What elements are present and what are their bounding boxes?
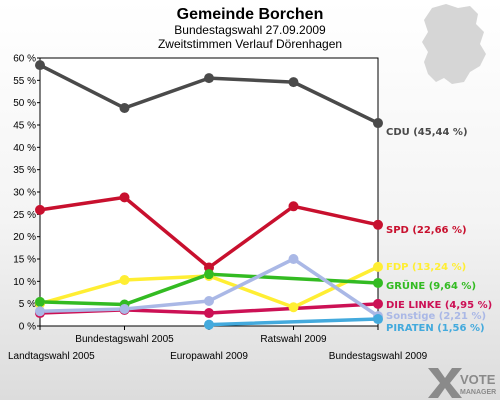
x-axis: Landtagswahl 2005 Bundestagswahl 2005 Euro…	[8, 326, 428, 362]
vote-manager-logo: VOTE MANAGER	[428, 368, 496, 398]
y-tick-label: 50 %	[13, 98, 36, 109]
data-point-sonstige	[35, 306, 45, 317]
x-tick-label: Landtagswahl 2005	[8, 351, 95, 362]
series-label-gr-ne: GRÜNE (9,64 %)	[386, 278, 476, 292]
data-point-fdp	[373, 261, 383, 272]
y-tick-label: 35 %	[13, 165, 36, 176]
data-point-die-linke	[204, 308, 214, 319]
logo-line2: MANAGER	[460, 389, 496, 396]
data-point-cdu	[119, 103, 130, 114]
data-point-cdu	[288, 77, 299, 88]
data-point-gr-ne	[373, 277, 383, 288]
x-tick-label: Bundestagswahl 2009	[329, 351, 428, 362]
data-point-sonstige	[288, 254, 299, 264]
germany-map-icon	[422, 4, 486, 84]
series-line-gr-ne	[38, 272, 380, 307]
subtitle-description: Zweitstimmen Verlauf Dörenhagen	[158, 37, 342, 51]
series-label-sonstige: Sonstige (2,21 %)	[386, 311, 486, 322]
data-point-spd	[119, 192, 130, 203]
y-axis: 0 % 5 % 10 % 15 % 20 % 25 % 30 % 35 % 40 % 45 % 50…	[13, 54, 40, 333]
series-labels: CDU (45,44 %) SPD (22,66 %) FDP (13,24 %) G…	[386, 127, 492, 334]
data-point-gr-ne	[204, 269, 214, 280]
data-point-sonstige	[204, 295, 214, 306]
data-point-cdu	[35, 60, 45, 71]
page-title: Gemeinde Borchen	[177, 6, 324, 23]
y-tick-label: 55 %	[13, 76, 36, 87]
data-point-spd	[373, 219, 383, 230]
y-tick-label: 0 %	[19, 322, 36, 333]
y-tick-label: 45 %	[13, 121, 36, 132]
data-point-cdu	[204, 73, 214, 84]
series-label-cdu: CDU (45,44 %)	[386, 127, 468, 138]
subtitle-election: Bundestagswahl 27.09.2009	[174, 23, 326, 37]
data-point-die-linke	[373, 298, 383, 309]
x-tick-label: Ratswahl 2009	[260, 334, 327, 345]
y-tick-label: 10 %	[13, 277, 36, 288]
y-tick-label: 20 %	[13, 232, 36, 243]
x-tick-label: Europawahl 2009	[170, 351, 248, 362]
y-tick-label: 40 %	[13, 143, 36, 154]
y-tick-label: 5 %	[19, 299, 36, 310]
y-tick-label: 30 %	[13, 188, 36, 199]
series-label-spd: SPD (22,66 %)	[386, 225, 467, 236]
data-point-cdu	[373, 118, 383, 129]
series-label-die-linke: DIE LINKE (4,95 %)	[386, 300, 492, 311]
y-tick-label: 60 %	[13, 54, 36, 65]
series-points	[35, 60, 383, 330]
y-tick-label: 15 %	[13, 255, 36, 266]
data-point-spd	[288, 201, 299, 212]
logo-line1: VOTE	[460, 372, 496, 387]
data-point-gr-ne	[35, 296, 45, 307]
data-point-sonstige	[119, 304, 130, 315]
logo-x-icon	[428, 368, 462, 398]
data-point-piraten	[204, 319, 214, 330]
data-point-piraten	[373, 314, 383, 325]
series-label-piraten: PIRATEN (1,56 %)	[386, 323, 485, 334]
x-tick-label: Bundestagswahl 2005	[75, 334, 174, 345]
series-label-fdp: FDP (13,24 %)	[386, 262, 466, 273]
data-point-fdp	[119, 274, 130, 285]
y-tick-label: 25 %	[13, 210, 36, 221]
data-point-fdp	[288, 302, 299, 313]
data-point-spd	[35, 204, 45, 215]
series-line-piraten	[207, 317, 380, 327]
